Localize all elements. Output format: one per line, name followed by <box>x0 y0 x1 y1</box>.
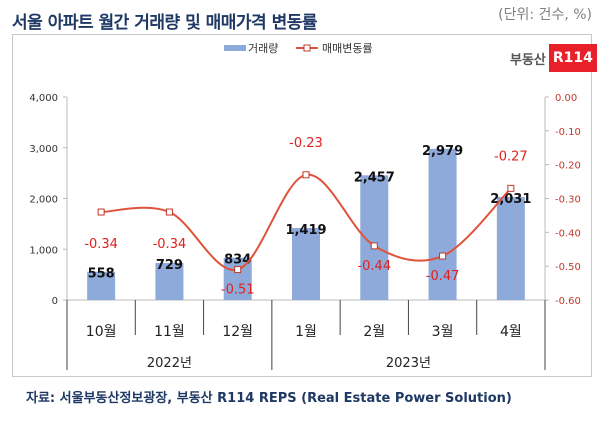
chart-frame <box>12 34 592 377</box>
line-marker <box>97 208 105 216</box>
left-tick-label: 2,000 <box>29 195 58 206</box>
right-tick-label: 0.00 <box>555 93 577 104</box>
line-label: -0.34 <box>84 237 118 252</box>
bar <box>155 263 184 300</box>
right-tick-label: -0.20 <box>555 161 581 172</box>
left-tick-label: 1,000 <box>29 245 58 256</box>
legend-bar-swatch <box>224 45 246 51</box>
category-label: 1월 <box>295 324 317 340</box>
line-label: -0.51 <box>221 283 255 298</box>
line-label: -0.34 <box>153 237 187 252</box>
right-tick-label: -0.30 <box>555 195 581 206</box>
bar-label: 2,457 <box>354 170 395 185</box>
year-label: 2022년 <box>147 356 192 371</box>
category-label: 12월 <box>222 324 253 340</box>
logo-badge: R114 <box>548 44 597 72</box>
line-marker <box>507 184 515 192</box>
left-tick-label: 0 <box>52 296 58 307</box>
line-marker <box>302 171 310 179</box>
line-label: -0.27 <box>494 149 528 164</box>
right-tick-label: -0.60 <box>555 296 581 307</box>
category-label: 3월 <box>432 324 454 340</box>
bar-label: 1,419 <box>285 223 326 238</box>
bar-label: 2,979 <box>422 144 463 159</box>
bar-label: 834 <box>224 253 251 268</box>
line-marker <box>439 252 447 260</box>
line-label: -0.23 <box>289 136 323 151</box>
category-label: 11월 <box>154 324 185 340</box>
logo-text: 부동산 <box>510 52 546 68</box>
bar-label: 2,031 <box>490 192 531 207</box>
category-label: 2월 <box>363 324 385 340</box>
category-label: 4월 <box>500 324 522 340</box>
bar-label: 729 <box>156 258 183 273</box>
left-tick-label: 3,000 <box>29 144 58 155</box>
legend-line-label: 매매변동률 <box>322 42 373 55</box>
source-note: 자료: 서울부동산정보광장, 부동산 R114 REPS (Real Estat… <box>26 391 512 406</box>
line-marker <box>370 242 378 250</box>
year-label: 2023년 <box>386 356 431 371</box>
page-title: 서울 아파트 월간 거래량 및 매매가격 변동률 <box>12 13 318 33</box>
right-tick-label: -0.10 <box>555 127 581 138</box>
line-label: -0.44 <box>357 259 391 274</box>
legend-bar-label: 거래량 <box>248 42 278 55</box>
bar <box>87 271 116 300</box>
unit-label: (단위: 건수, %) <box>498 7 592 23</box>
r114-logo: 부동산 R114 <box>510 44 597 72</box>
bar <box>292 227 320 300</box>
line-marker <box>234 266 242 274</box>
right-tick-label: -0.40 <box>555 228 581 239</box>
bar <box>223 257 252 300</box>
bar <box>428 148 457 300</box>
line-label: -0.47 <box>426 269 460 284</box>
left-tick-label: 4,000 <box>29 93 58 104</box>
bar-label: 558 <box>88 267 115 282</box>
bar <box>496 196 525 300</box>
line-marker <box>165 208 173 216</box>
legend-line-marker <box>303 44 311 52</box>
category-label: 10월 <box>86 324 117 340</box>
right-tick-label: -0.50 <box>555 262 581 273</box>
